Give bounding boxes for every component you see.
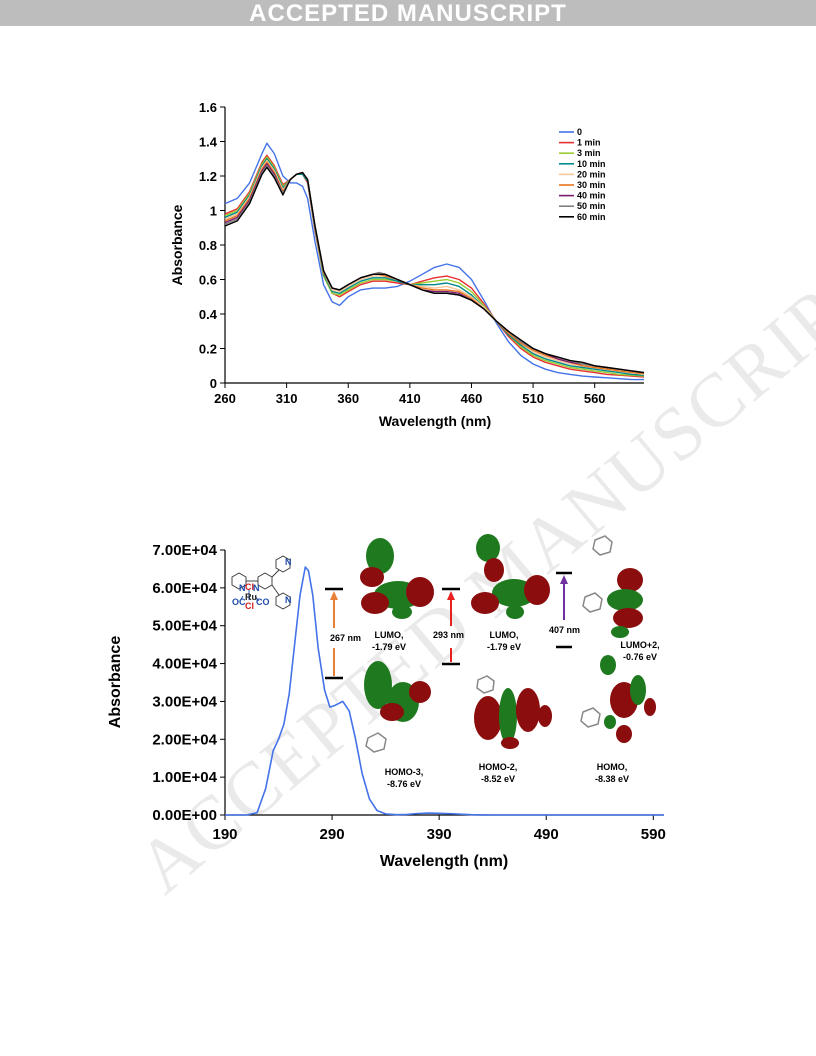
orbital-label: LUMO, xyxy=(490,630,519,640)
transition-293: 293 nm xyxy=(433,587,464,666)
structure-label: N xyxy=(285,595,292,605)
uv-vis-kinetics-chart: 0 0.2 0.4 0.6 0.8 1 1.2 1.4 1.6 260 310 360 410 460 5… xyxy=(169,100,645,429)
y-tick-label: 1.6 xyxy=(199,100,217,115)
y-tick-label: 1 xyxy=(210,204,217,219)
series-line-0 xyxy=(225,566,664,816)
x-tick-label: 490 xyxy=(534,826,559,843)
td-dft-spectrum-chart: 0.00E+00 1.00E+04 2.00E+04 3.00E+04 4.00E+04… xyxy=(107,534,666,870)
orbital-label: LUMO, xyxy=(375,630,404,640)
structure-label: N xyxy=(253,583,260,593)
orbital-label: HOMO-3, xyxy=(385,767,424,777)
structure-label: Ru xyxy=(245,592,257,602)
structure-label: N xyxy=(239,583,246,593)
x-tick-label: 510 xyxy=(522,391,544,406)
x-tick-label: 560 xyxy=(584,391,606,406)
y-tick-label: 1.4 xyxy=(199,135,218,150)
x-tick-label: 460 xyxy=(461,391,483,406)
y-tick-label: 5.00E+04 xyxy=(152,618,217,635)
chart1-x-ticks: 260 310 360 410 460 510 560 xyxy=(214,383,606,406)
x-tick-label: 190 xyxy=(212,826,237,843)
structure-label: CO xyxy=(256,597,270,607)
structure-label: Cl xyxy=(245,582,254,592)
legend-label: 1 min xyxy=(577,138,601,148)
legend-label: 50 min xyxy=(577,201,606,211)
transition-407: 407 nm xyxy=(549,571,580,649)
x-tick-label: 310 xyxy=(276,391,298,406)
orbital-lumo-plus-2 xyxy=(582,535,643,638)
y-tick-label: 0.00E+00 xyxy=(152,807,217,824)
chart1-x-axis-label: Wavelength (nm) xyxy=(379,413,491,429)
structure-label: OC xyxy=(232,597,246,607)
structure-label: Cl xyxy=(245,601,254,611)
legend-label: 60 min xyxy=(577,212,606,222)
legend-label: 0 xyxy=(577,127,582,137)
orbital-homo-2 xyxy=(474,675,552,749)
legend-label: 30 min xyxy=(577,180,606,190)
accepted-manuscript-banner: ACCEPTED MANUSCRIPT xyxy=(0,0,816,27)
y-tick-label: 3.00E+04 xyxy=(152,693,217,710)
transition-label: 267 nm xyxy=(330,633,361,643)
orbital-energy: -0.76 eV xyxy=(623,652,657,662)
y-tick-label: 0.6 xyxy=(199,273,217,288)
orbital-label: HOMO-2, xyxy=(479,762,518,772)
chart1-y-axis-label: Absorbance xyxy=(169,204,185,285)
orbital-energy: -8.38 eV xyxy=(595,774,629,784)
y-tick-label: 7.00E+04 xyxy=(152,542,217,559)
orbital-energy: -1.79 eV xyxy=(372,642,406,652)
chart1-series xyxy=(224,142,645,381)
y-tick-label: 0 xyxy=(210,376,217,391)
orbital-homo-3 xyxy=(364,661,431,753)
y-tick-label: 0.2 xyxy=(199,342,217,357)
x-tick-label: 590 xyxy=(641,826,666,843)
legend-label: 10 min xyxy=(577,159,606,169)
x-tick-label: 390 xyxy=(427,826,452,843)
y-tick-label: 0.8 xyxy=(199,238,217,253)
transition-label: 293 nm xyxy=(433,630,464,640)
orbital-energy: -1.79 eV xyxy=(487,642,521,652)
ru-complex-structure: Cl Ru Cl OC CO N N N N xyxy=(231,555,292,611)
orbital-label: HOMO, xyxy=(597,762,628,772)
legend-label: 20 min xyxy=(577,169,606,179)
y-tick-label: 1.2 xyxy=(199,169,217,184)
chart2-x-ticks: 190 290 390 490 590 xyxy=(212,815,666,843)
orbital-label: LUMO+2, xyxy=(620,640,659,650)
transition-267: 267 nm xyxy=(325,587,361,680)
legend-label: 3 min xyxy=(577,148,601,158)
orbital-energy: -8.76 eV xyxy=(387,779,421,789)
chart2-y-axis-label: Absorbance xyxy=(107,636,124,729)
orbital-lumo-2 xyxy=(471,534,550,619)
orbital-homo xyxy=(580,655,656,743)
y-tick-label: 2.00E+04 xyxy=(152,731,217,748)
x-tick-label: 260 xyxy=(214,391,236,406)
legend-label: 40 min xyxy=(577,191,606,201)
x-tick-label: 290 xyxy=(320,826,345,843)
orbital-labels: LUMO, -1.79 eV LUMO, -1.79 eV LUMO+2, -0… xyxy=(372,630,660,789)
orbital-lumo-1 xyxy=(360,538,434,619)
chart2-series xyxy=(225,566,664,816)
chart2-x-axis-label: Wavelength (nm) xyxy=(380,853,508,870)
y-tick-label: 1.00E+04 xyxy=(152,769,217,786)
y-tick-label: 6.00E+04 xyxy=(152,580,217,597)
chart2-y-ticks: 0.00E+00 1.00E+04 2.00E+04 3.00E+04 4.00E+04… xyxy=(152,542,225,824)
x-tick-label: 360 xyxy=(337,391,359,406)
y-tick-label: 0.4 xyxy=(199,307,218,322)
y-tick-label: 4.00E+04 xyxy=(152,656,217,673)
series-line-8 xyxy=(224,166,645,374)
orbital-energy: -8.52 eV xyxy=(481,774,515,784)
structure-label: N xyxy=(285,557,292,567)
transition-label: 407 nm xyxy=(549,625,580,635)
chart1-y-ticks: 0 0.2 0.4 0.6 0.8 1 1.2 1.4 1.6 xyxy=(199,100,225,391)
x-tick-label: 410 xyxy=(399,391,421,406)
